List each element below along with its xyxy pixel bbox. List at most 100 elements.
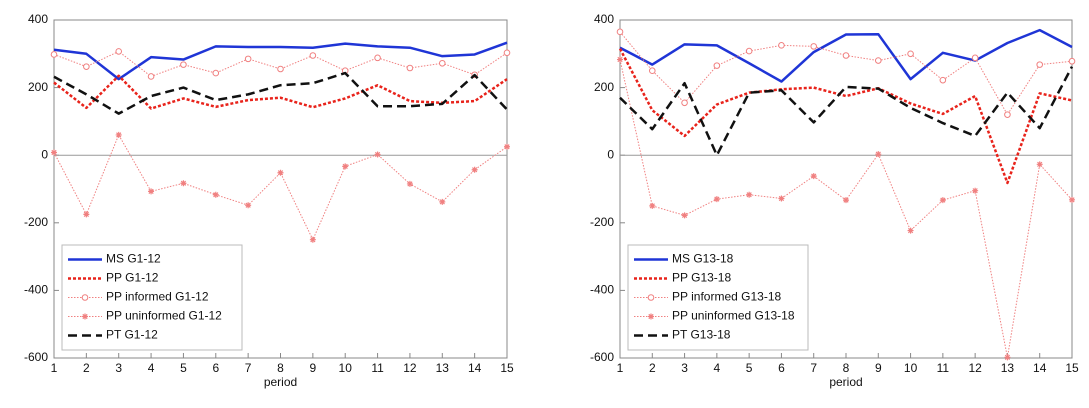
x-tick-label: 8 <box>277 361 284 375</box>
y-tick-label: -600 <box>24 350 48 364</box>
y-tick-label: -200 <box>24 215 48 229</box>
legend-label: PP informed G13-18 <box>672 290 781 304</box>
x-tick-label: 3 <box>681 361 688 375</box>
marker <box>907 227 914 234</box>
marker <box>681 99 688 107</box>
marker <box>180 180 187 187</box>
marker <box>406 64 414 72</box>
x-tick-label: 13 <box>436 361 450 375</box>
marker <box>842 52 850 59</box>
marker <box>406 180 413 187</box>
x-tick-label: 12 <box>403 361 417 375</box>
marker <box>115 48 123 55</box>
x-tick-label: 4 <box>148 361 155 375</box>
legend-label: PT G13-18 <box>672 328 731 342</box>
x-tick-label: 5 <box>180 361 187 375</box>
marker <box>713 62 721 69</box>
marker <box>778 195 785 202</box>
marker <box>438 59 446 67</box>
x-tick-label: 7 <box>810 361 817 375</box>
marker <box>874 57 882 64</box>
legend-label: PP informed G1-12 <box>106 290 209 304</box>
marker <box>147 73 155 80</box>
x-tick-label: 15 <box>500 361 514 375</box>
series-line <box>619 28 1073 83</box>
marker <box>244 55 252 63</box>
x-tick-label: 3 <box>115 361 122 375</box>
y-tick-label: 400 <box>594 12 614 26</box>
x-tick-label: 12 <box>968 361 982 375</box>
marker <box>1004 354 1011 361</box>
marker <box>745 47 753 55</box>
marker <box>277 169 284 176</box>
x-tick-label: 1 <box>51 361 58 375</box>
marker <box>810 43 818 50</box>
legend-label: PT G1-12 <box>106 328 158 342</box>
marker <box>843 197 849 204</box>
marker <box>939 197 946 204</box>
legend-label: PP uninformed G13-18 <box>672 309 795 323</box>
x-tick-label: 6 <box>778 361 785 375</box>
x-tick-label: 4 <box>714 361 721 375</box>
y-tick-label: -600 <box>590 350 614 364</box>
marker <box>972 187 979 194</box>
marker <box>82 313 88 320</box>
marker <box>810 173 817 180</box>
marker <box>746 191 753 198</box>
marker <box>648 67 656 74</box>
marker <box>83 211 90 218</box>
marker <box>713 196 720 203</box>
marker <box>309 236 316 243</box>
x-tick-label: 13 <box>1001 361 1015 375</box>
legend-label: PP G1-12 <box>106 271 159 285</box>
marker <box>1036 161 1043 168</box>
marker <box>51 149 57 156</box>
marker <box>1036 61 1044 68</box>
y-tick-label: -400 <box>590 283 614 297</box>
marker <box>212 69 220 77</box>
marker <box>503 49 511 57</box>
x-tick-label: 8 <box>843 361 850 375</box>
x-tick-label: 2 <box>649 361 656 375</box>
marker <box>81 294 89 301</box>
legend-label: PP G13-18 <box>672 271 731 285</box>
marker <box>617 56 623 63</box>
x-tick-label: 10 <box>904 361 918 375</box>
marker <box>212 191 219 198</box>
marker <box>875 151 882 158</box>
marker <box>778 42 785 49</box>
marker <box>148 188 155 195</box>
x-axis-label: period <box>829 375 862 389</box>
marker <box>616 28 624 36</box>
y-tick-label: 0 <box>41 147 48 161</box>
marker <box>374 54 381 62</box>
marker <box>180 61 187 68</box>
marker <box>471 166 478 173</box>
series-line <box>53 41 508 81</box>
marker <box>439 198 446 205</box>
x-tick-label: 15 <box>1065 361 1079 375</box>
legend-label: MS G1-12 <box>106 252 161 266</box>
x-axis-label: period <box>264 375 297 389</box>
marker <box>309 52 317 59</box>
marker <box>50 51 58 58</box>
marker <box>115 131 122 138</box>
legend-label: PP uninformed G1-12 <box>106 309 222 323</box>
y-tick-label: 0 <box>607 147 614 161</box>
x-tick-label: 14 <box>468 361 482 375</box>
series-line <box>619 66 1074 157</box>
marker <box>342 163 349 170</box>
x-tick-label: 1 <box>617 361 624 375</box>
x-tick-label: 11 <box>937 361 950 375</box>
x-tick-label: 14 <box>1033 361 1047 375</box>
x-tick-label: 2 <box>83 361 90 375</box>
marker <box>1004 111 1011 118</box>
marker <box>648 313 654 320</box>
marker <box>907 50 914 58</box>
x-tick-label: 9 <box>310 361 317 375</box>
marker <box>504 143 510 150</box>
x-tick-label: 5 <box>746 361 753 375</box>
